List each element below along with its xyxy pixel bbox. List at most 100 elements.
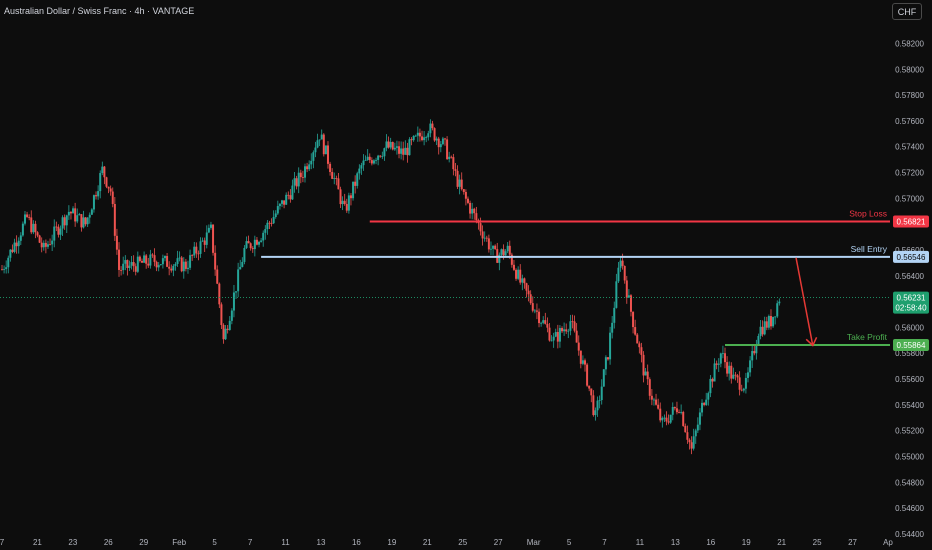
candle-down [283, 200, 286, 205]
candle-down [590, 388, 593, 396]
time-axis[interactable]: 7 21 23 26 29 Feb 5 7 11 13 16 19 21 25 27 Mar 5 7 11 13 16 1… [0, 538, 893, 547]
candle-up [61, 217, 64, 229]
candle-down [726, 362, 729, 374]
candle-up [239, 266, 242, 270]
candle-down [226, 328, 229, 330]
candles-layer [1, 119, 781, 455]
candle-up [172, 265, 175, 271]
candle-down [197, 253, 200, 255]
y-tick-label: 0.56400 [895, 272, 924, 281]
candle-up [124, 260, 127, 264]
candle-down [398, 146, 401, 154]
candle-down [724, 353, 727, 363]
candle-down [36, 232, 39, 236]
candle-down [249, 243, 252, 249]
candle-down [1, 269, 3, 271]
candle-down [577, 342, 580, 351]
take-profit-tag [893, 338, 929, 351]
candle-up [157, 265, 160, 268]
currency-button[interactable]: CHF [892, 3, 922, 20]
candle-down [734, 374, 737, 376]
candle-down [638, 343, 641, 348]
candle-down [446, 139, 449, 160]
candle-up [671, 406, 674, 415]
candle-down [107, 186, 110, 189]
candle-down [322, 134, 325, 155]
y-tick-label: 0.54400 [895, 530, 924, 539]
candle-down [531, 303, 534, 311]
y-tick-label: 0.57000 [895, 194, 924, 203]
candle-up [778, 301, 781, 304]
candle-up [362, 160, 365, 166]
candle-down [485, 237, 488, 239]
candle-up [207, 227, 210, 233]
candle-up [627, 295, 630, 298]
candle-up [615, 281, 618, 308]
candle-up [567, 330, 570, 332]
candle-up [713, 363, 716, 382]
candle-down [769, 316, 772, 327]
candle-up [303, 166, 306, 178]
candle-down [584, 360, 587, 365]
candle-down [544, 320, 547, 324]
candle-up [358, 168, 361, 174]
candle-up [209, 224, 212, 228]
candle-up [517, 269, 520, 279]
x-tick-label: 23 [68, 538, 77, 547]
candle-up [441, 138, 444, 145]
candle-down [650, 395, 653, 400]
candle-up [680, 411, 683, 413]
candle-down [673, 406, 676, 409]
candle-down [134, 266, 137, 272]
candle-down [469, 202, 472, 214]
x-tick-label: Feb [172, 538, 186, 547]
countdown-text: 02:58:40 [895, 304, 927, 313]
candle-up [186, 267, 189, 269]
candle-down [69, 211, 72, 214]
candle-up [698, 412, 701, 425]
candle-down [299, 172, 302, 178]
candle-up [563, 329, 566, 332]
candle-down [118, 249, 121, 270]
candle-up [439, 144, 442, 148]
price-axis[interactable]: 0.58200 0.58000 0.57800 0.57600 0.57400 0.572… [895, 39, 924, 538]
candle-down [479, 223, 482, 232]
candle-down [26, 214, 29, 217]
candle-up [201, 240, 204, 242]
candle-down [44, 242, 47, 247]
candle-up [471, 208, 474, 214]
candle-up [744, 377, 747, 389]
candle-up [193, 246, 196, 256]
candle-up [312, 152, 315, 161]
candle-up [381, 156, 384, 158]
candle-down [80, 214, 83, 228]
candle-down [218, 283, 221, 305]
candle-up [136, 256, 139, 272]
candle-up [308, 164, 311, 170]
candle-down [28, 216, 31, 218]
candle-down [195, 246, 198, 254]
candle-down [335, 177, 338, 179]
candle-up [435, 138, 438, 141]
candle-up [504, 251, 507, 256]
candle-down [675, 408, 678, 413]
candle-down [444, 138, 446, 140]
candle-down [456, 170, 459, 187]
candle-down [621, 260, 624, 266]
candle-up [598, 400, 601, 401]
candle-up [159, 264, 162, 266]
candle-up [293, 178, 296, 186]
candle-up [3, 268, 6, 270]
candle-up [755, 345, 758, 354]
candle-down [289, 195, 292, 200]
candle-up [569, 321, 572, 331]
candle-down [255, 239, 258, 245]
candle-up [92, 195, 95, 210]
candle-down [529, 294, 532, 304]
candle-up [776, 303, 779, 317]
candle-down [391, 141, 394, 150]
candle-down [525, 283, 528, 291]
candle-down [216, 269, 219, 284]
candle-up [763, 321, 766, 335]
